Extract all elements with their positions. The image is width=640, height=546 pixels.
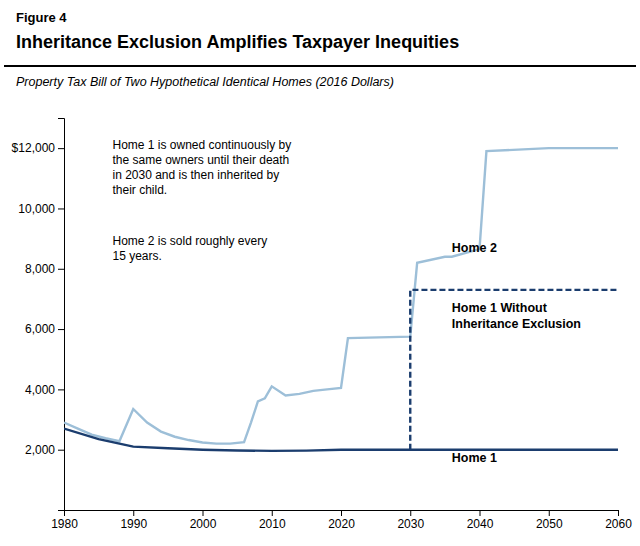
chart: Figure 4 Inheritance Exclusion Amplifies … bbox=[0, 0, 640, 546]
title: Inheritance Exclusion Amplifies Taxpayer… bbox=[16, 32, 459, 52]
x-tick-mark bbox=[549, 510, 550, 516]
annotation-line: their child. bbox=[112, 183, 167, 197]
x-tick-mark bbox=[618, 510, 619, 516]
y-tick: $12,000 bbox=[12, 141, 64, 155]
x-tick-label: 2060 bbox=[605, 517, 632, 531]
x-tick-mark bbox=[410, 510, 411, 516]
series-label-line: Inheritance Exclusion bbox=[452, 317, 581, 331]
series-label: Home 2 bbox=[452, 241, 497, 255]
annotation-line: in 2030 and is then inherited by bbox=[112, 168, 279, 182]
series-label-line: Home 2 bbox=[452, 241, 497, 255]
series-label-line: Home 1 Without bbox=[452, 301, 548, 315]
y-tick-label: 4,000 bbox=[25, 383, 55, 397]
y-tick-mark bbox=[58, 389, 64, 390]
x-tick-label: 2030 bbox=[397, 517, 424, 531]
x-tick: 1990 bbox=[120, 510, 147, 531]
x-tick-label: 1990 bbox=[120, 517, 147, 531]
subtitle: Property Tax Bill of Two Hypothetical Id… bbox=[16, 75, 394, 89]
annotation-line: Home 2 is sold roughly every bbox=[112, 234, 267, 248]
x-tick-label: 2020 bbox=[328, 517, 355, 531]
y-tick: 2,000 bbox=[25, 443, 64, 457]
x-tick: 2060 bbox=[605, 510, 632, 531]
annotation: Home 2 is sold roughly every15 years. bbox=[112, 234, 267, 263]
y-tick-mark bbox=[58, 208, 64, 209]
x-tick-mark bbox=[272, 510, 273, 516]
x-axis: 1980 1990 2000 2010 2020 2030 2040 2050 2060 bbox=[51, 510, 632, 531]
annotation-line: 15 years. bbox=[112, 249, 161, 263]
series-labels: Home 2 Home 1 Without Inheritance Exclusio… bbox=[452, 241, 581, 465]
annotations: Home 1 is owned continuously bythe same … bbox=[112, 138, 291, 263]
y-tick-label: 8,000 bbox=[25, 262, 55, 276]
axis-line bbox=[65, 511, 619, 517]
x-tick-label: 2000 bbox=[190, 517, 217, 531]
y-axis: 2,000 4,000 6,000 8,000 10,000 $12,000 bbox=[12, 119, 65, 511]
y-tick-label: 6,000 bbox=[25, 322, 55, 336]
series-label: Home 1 bbox=[452, 451, 497, 465]
series-label: Home 1 Without Inheritance Exclusion bbox=[452, 301, 581, 331]
axis-line bbox=[58, 119, 65, 511]
plot: 1980 1990 2000 2010 2020 2030 2040 2050 2060 2,00… bbox=[12, 119, 633, 531]
y-tick: 4,000 bbox=[25, 383, 64, 397]
y-tick-label: 10,000 bbox=[18, 202, 55, 216]
y-tick-mark bbox=[58, 329, 64, 330]
series-label-line: Home 1 bbox=[452, 451, 497, 465]
x-tick-label: 2050 bbox=[536, 517, 563, 531]
x-tick-mark bbox=[341, 510, 342, 516]
x-tick: 2040 bbox=[467, 510, 494, 531]
y-tick: 8,000 bbox=[25, 262, 64, 276]
x-tick-label: 1980 bbox=[51, 517, 78, 531]
x-tick: 2050 bbox=[536, 510, 563, 531]
y-tick-label: $12,000 bbox=[12, 141, 56, 155]
y-tick: 10,000 bbox=[18, 202, 64, 216]
annotation-line: the same owners until their death bbox=[112, 153, 289, 167]
y-tick-label: 2,000 bbox=[25, 443, 55, 457]
series-line bbox=[64, 429, 618, 451]
x-tick-mark bbox=[203, 510, 204, 516]
x-tick: 2010 bbox=[259, 510, 286, 531]
series-line bbox=[410, 290, 618, 450]
annotation: Home 1 is owned continuously bythe same … bbox=[112, 138, 291, 197]
x-tick: 1980 bbox=[51, 510, 78, 531]
lines bbox=[64, 148, 618, 451]
y-tick-mark bbox=[58, 269, 64, 270]
x-tick-label: 2010 bbox=[259, 517, 286, 531]
annotation-line: Home 1 is owned continuously by bbox=[112, 138, 291, 152]
y-tick-mark bbox=[58, 450, 64, 451]
x-tick-mark bbox=[480, 510, 481, 516]
divider bbox=[4, 65, 636, 67]
x-tick-label: 2040 bbox=[467, 517, 494, 531]
x-tick-mark bbox=[133, 510, 134, 516]
y-tick: 6,000 bbox=[25, 322, 64, 336]
x-tick: 2020 bbox=[328, 510, 355, 531]
y-tick-mark bbox=[58, 148, 64, 149]
x-tick: 2030 bbox=[397, 510, 424, 531]
series-line bbox=[64, 148, 618, 444]
figure-label: Figure 4 bbox=[16, 10, 67, 25]
x-tick: 2000 bbox=[190, 510, 217, 531]
